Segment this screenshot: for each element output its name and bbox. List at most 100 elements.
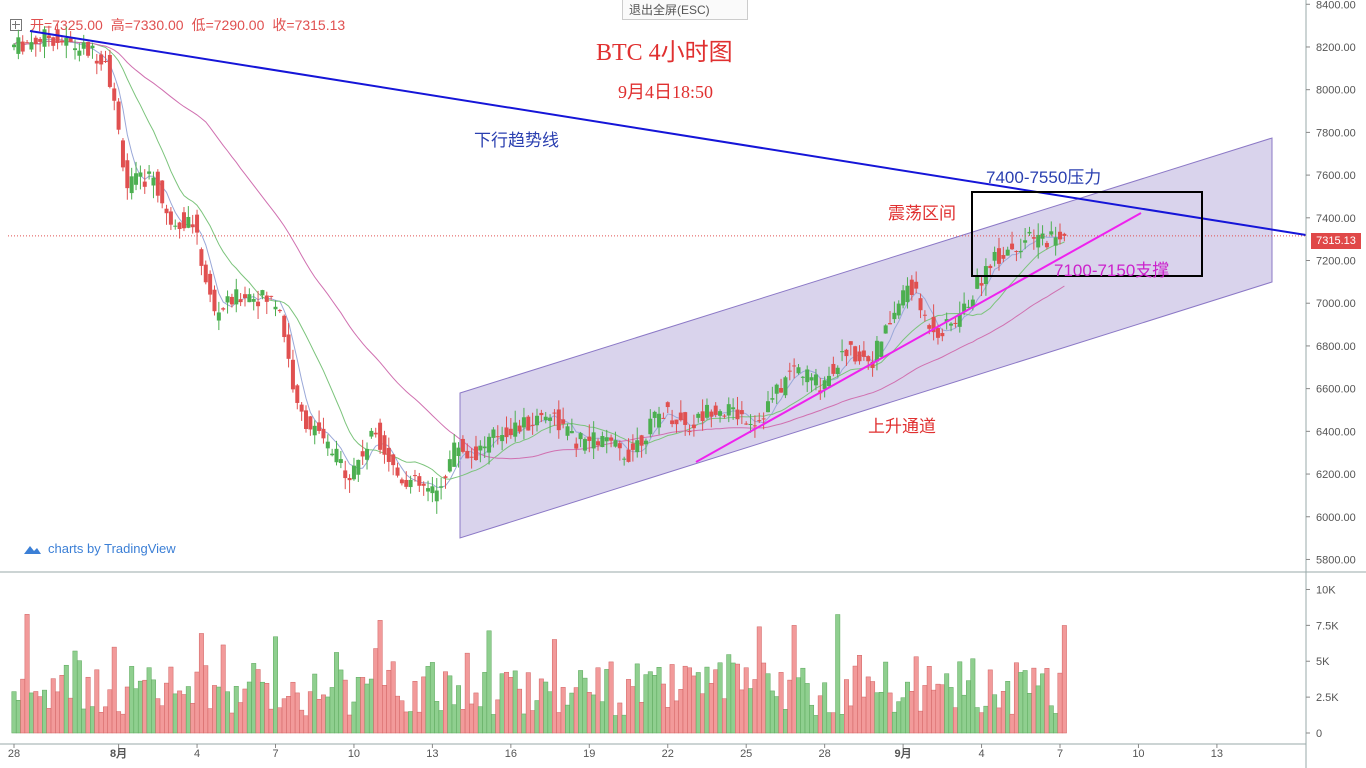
candle-body <box>81 42 86 49</box>
candle-body <box>125 160 130 189</box>
candle-body <box>827 375 832 387</box>
volume-bar <box>364 683 370 734</box>
volume-bar <box>918 710 923 734</box>
candle-body <box>1062 233 1067 236</box>
candle-body <box>317 422 322 431</box>
support-label: 7100-7150支撑 <box>1054 261 1169 280</box>
volume-bar <box>761 662 767 734</box>
volume-bar <box>913 656 919 734</box>
volume-bar <box>220 644 226 734</box>
volume-bar <box>1022 670 1028 734</box>
candle-body <box>29 42 34 50</box>
volume-bar <box>408 711 414 734</box>
candle-body <box>569 431 574 434</box>
candle-body <box>548 417 553 421</box>
candle-body <box>718 411 723 416</box>
volume-bar <box>24 614 30 734</box>
volume-bar <box>905 681 910 734</box>
volume-bar <box>909 691 915 734</box>
candle-body <box>273 306 278 310</box>
trend-lines <box>8 30 1307 463</box>
volume-bar <box>281 698 287 734</box>
volume-bar <box>94 669 100 734</box>
time-tick-label: 4 <box>194 748 200 760</box>
volume-bar <box>656 667 662 734</box>
volume-bar <box>983 705 989 734</box>
volume-bar <box>159 705 165 734</box>
volume-bar <box>90 706 95 734</box>
candle-body <box>195 214 200 233</box>
volume-bar <box>512 670 518 734</box>
candle-body <box>408 479 413 488</box>
candle-body <box>295 385 300 403</box>
candle-body <box>33 37 38 45</box>
volume-bar <box>817 695 823 734</box>
exit-fullscreen-button[interactable]: 退出全屏(ESC) <box>622 0 748 20</box>
price-tick-label: 7000.00 <box>1316 298 1356 310</box>
volume-bar <box>778 672 784 734</box>
candle-body <box>600 436 605 448</box>
candle-body <box>779 388 784 393</box>
candle-body <box>1014 251 1019 253</box>
volume-bar <box>233 686 239 734</box>
candle-body <box>643 440 648 445</box>
candle-body <box>813 374 818 386</box>
candle-body <box>617 443 622 449</box>
candle-body <box>299 404 304 412</box>
volume-bar <box>1005 681 1011 734</box>
volume-bar <box>608 661 614 734</box>
time-tick-label: 25 <box>740 748 752 760</box>
candle-body <box>770 398 775 400</box>
volume-bar <box>342 679 348 734</box>
volume-tick-label: 7.5K <box>1316 620 1339 632</box>
volume-bar <box>870 681 876 734</box>
volume-bar <box>286 696 292 734</box>
volume-bar <box>769 690 775 734</box>
volume-bar <box>425 666 431 734</box>
candle-body <box>765 401 770 413</box>
expand-icon[interactable] <box>10 19 22 31</box>
candle-body <box>330 453 335 456</box>
candle-body <box>726 404 731 416</box>
candle-body <box>757 420 762 422</box>
candle-body <box>164 208 169 214</box>
ma-slow-line <box>13 40 1065 460</box>
candle-body <box>478 445 483 451</box>
volume-bar <box>525 672 531 734</box>
candle-body <box>38 38 43 42</box>
candle-body <box>290 359 295 390</box>
candle-body <box>134 173 139 185</box>
candle-body <box>704 404 709 418</box>
volume-bar <box>1027 693 1032 734</box>
candle-body <box>853 346 858 362</box>
candle-body <box>73 48 78 51</box>
candle-body <box>927 325 932 329</box>
volume-bar <box>700 693 706 734</box>
candle-body <box>1031 237 1036 239</box>
candle-body <box>1023 240 1028 243</box>
candle-body <box>378 422 383 450</box>
volume-bar <box>116 711 122 734</box>
volume-bar <box>996 707 1002 734</box>
volume-bar <box>15 700 21 734</box>
volume-bar <box>639 702 645 734</box>
candle-body <box>521 417 526 428</box>
ohlc-legend: 开=7325.00 高=7330.00 低=7290.00 收=7315.13 <box>10 15 345 35</box>
volume-bar <box>861 696 867 734</box>
time-tick-label: 16 <box>505 748 517 760</box>
candle-body <box>696 413 701 418</box>
tradingview-logo[interactable]: charts by TradingView <box>22 541 176 556</box>
volume-bar <box>181 694 187 734</box>
volume-bar <box>530 710 536 734</box>
candle-body <box>46 35 51 39</box>
volume-bar <box>578 670 584 734</box>
volume-bar <box>382 685 387 734</box>
volume-bar <box>259 681 265 734</box>
volume-bar <box>72 650 78 734</box>
candle-body <box>988 265 993 269</box>
time-tick-label: 19 <box>583 748 595 760</box>
volume-bar <box>926 666 932 734</box>
volume-bar <box>273 636 278 734</box>
